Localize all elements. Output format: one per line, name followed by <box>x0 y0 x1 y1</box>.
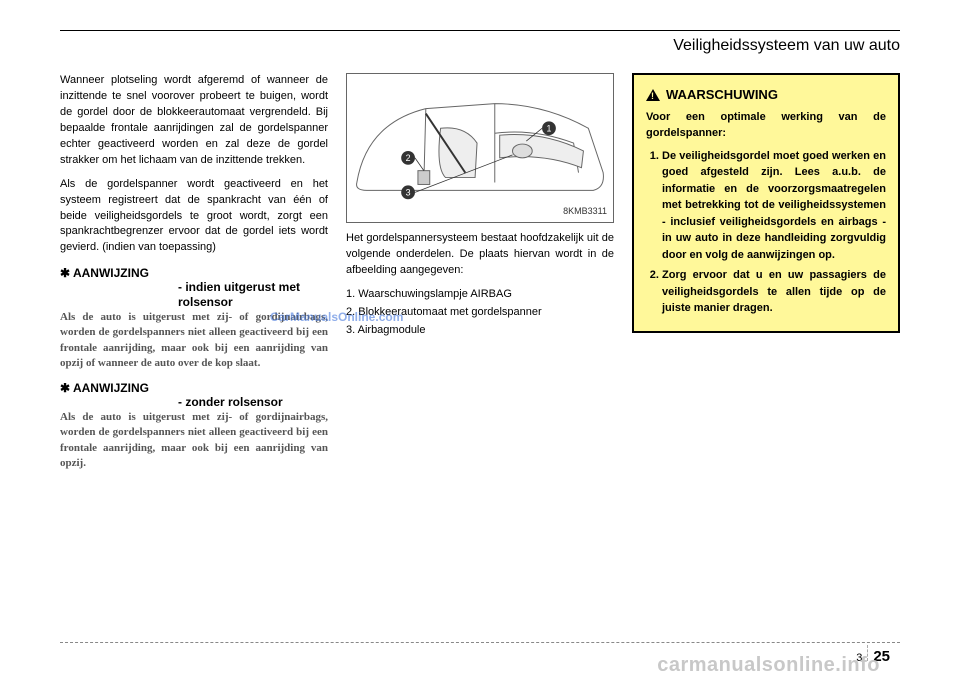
col2-list-3: 3. Airbagmodule <box>346 323 614 339</box>
notice2-body: Als de auto is uitgerust met zij- of gor… <box>60 410 328 472</box>
page-separator <box>867 645 868 661</box>
notice2-head-text: ✱ AANWIJZING <box>60 381 149 395</box>
warning-intro: Voor een optimale werking van de gordels… <box>646 109 886 142</box>
callout-2: 2 <box>406 153 411 163</box>
page-number: 3 25 <box>856 645 890 665</box>
diagram-svg: 1 2 3 <box>347 74 613 222</box>
warning-title-row: WAARSCHUWING <box>646 85 886 105</box>
callout-3: 3 <box>406 187 411 197</box>
warning-triangle-icon <box>646 89 660 101</box>
col2-list-1: 1. Waarschuwingslampje AIRBAG <box>346 287 614 303</box>
page-number-value: 25 <box>873 648 890 665</box>
warning-box: WAARSCHUWING Voor een optimale werking v… <box>632 73 900 333</box>
col1-para1: Wanneer plotseling wordt afgeremd of wan… <box>60 73 328 169</box>
warning-item-2: Zorg ervoor dat u en uw passagiers de ve… <box>662 267 886 317</box>
column-2: 1 2 3 8KMB3311 Het gordelspannersysteem … <box>346 73 614 480</box>
warning-list: De veiligheidsgordel moet goed werken en… <box>646 148 886 317</box>
notice1-body: Als de auto is uitgerust met zij- of gor… <box>60 310 328 372</box>
col1-para2: Als de gordelspanner wordt geactiveerd e… <box>60 177 328 257</box>
car-interior-diagram: 1 2 3 8KMB3311 <box>346 73 614 223</box>
column-3: WAARSCHUWING Voor een optimale werking v… <box>632 73 900 480</box>
footer-rule <box>60 642 900 643</box>
warning-item-1: De veiligheidsgordel moet goed werken en… <box>662 148 886 264</box>
warning-label: WAARSCHUWING <box>666 85 778 105</box>
col2-list-2: 2. Blokkeerautomaat met gordelspanner <box>346 305 614 321</box>
page-header-title: Veiligheidssysteem van uw auto <box>60 37 900 55</box>
notice1-head-text: ✱ AANWIJZING <box>60 266 149 280</box>
notice2-subtitle: - zonder rolsensor <box>178 395 328 410</box>
content-columns: Wanneer plotseling wordt afgeremd of wan… <box>60 73 900 480</box>
chapter-number: 3 <box>856 652 862 664</box>
col2-para1: Het gordelspannersysteem bestaat hoofdza… <box>346 231 614 279</box>
callout-1: 1 <box>546 123 551 133</box>
notice1-subtitle: - indien uitgerust met rolsensor <box>178 280 328 310</box>
manual-page: Veiligheidssysteem van uw auto Wanneer p… <box>60 30 900 659</box>
column-1: Wanneer plotseling wordt afgeremd of wan… <box>60 73 328 480</box>
diagram-code: 8KMB3311 <box>563 205 607 218</box>
header-rule <box>60 30 900 31</box>
